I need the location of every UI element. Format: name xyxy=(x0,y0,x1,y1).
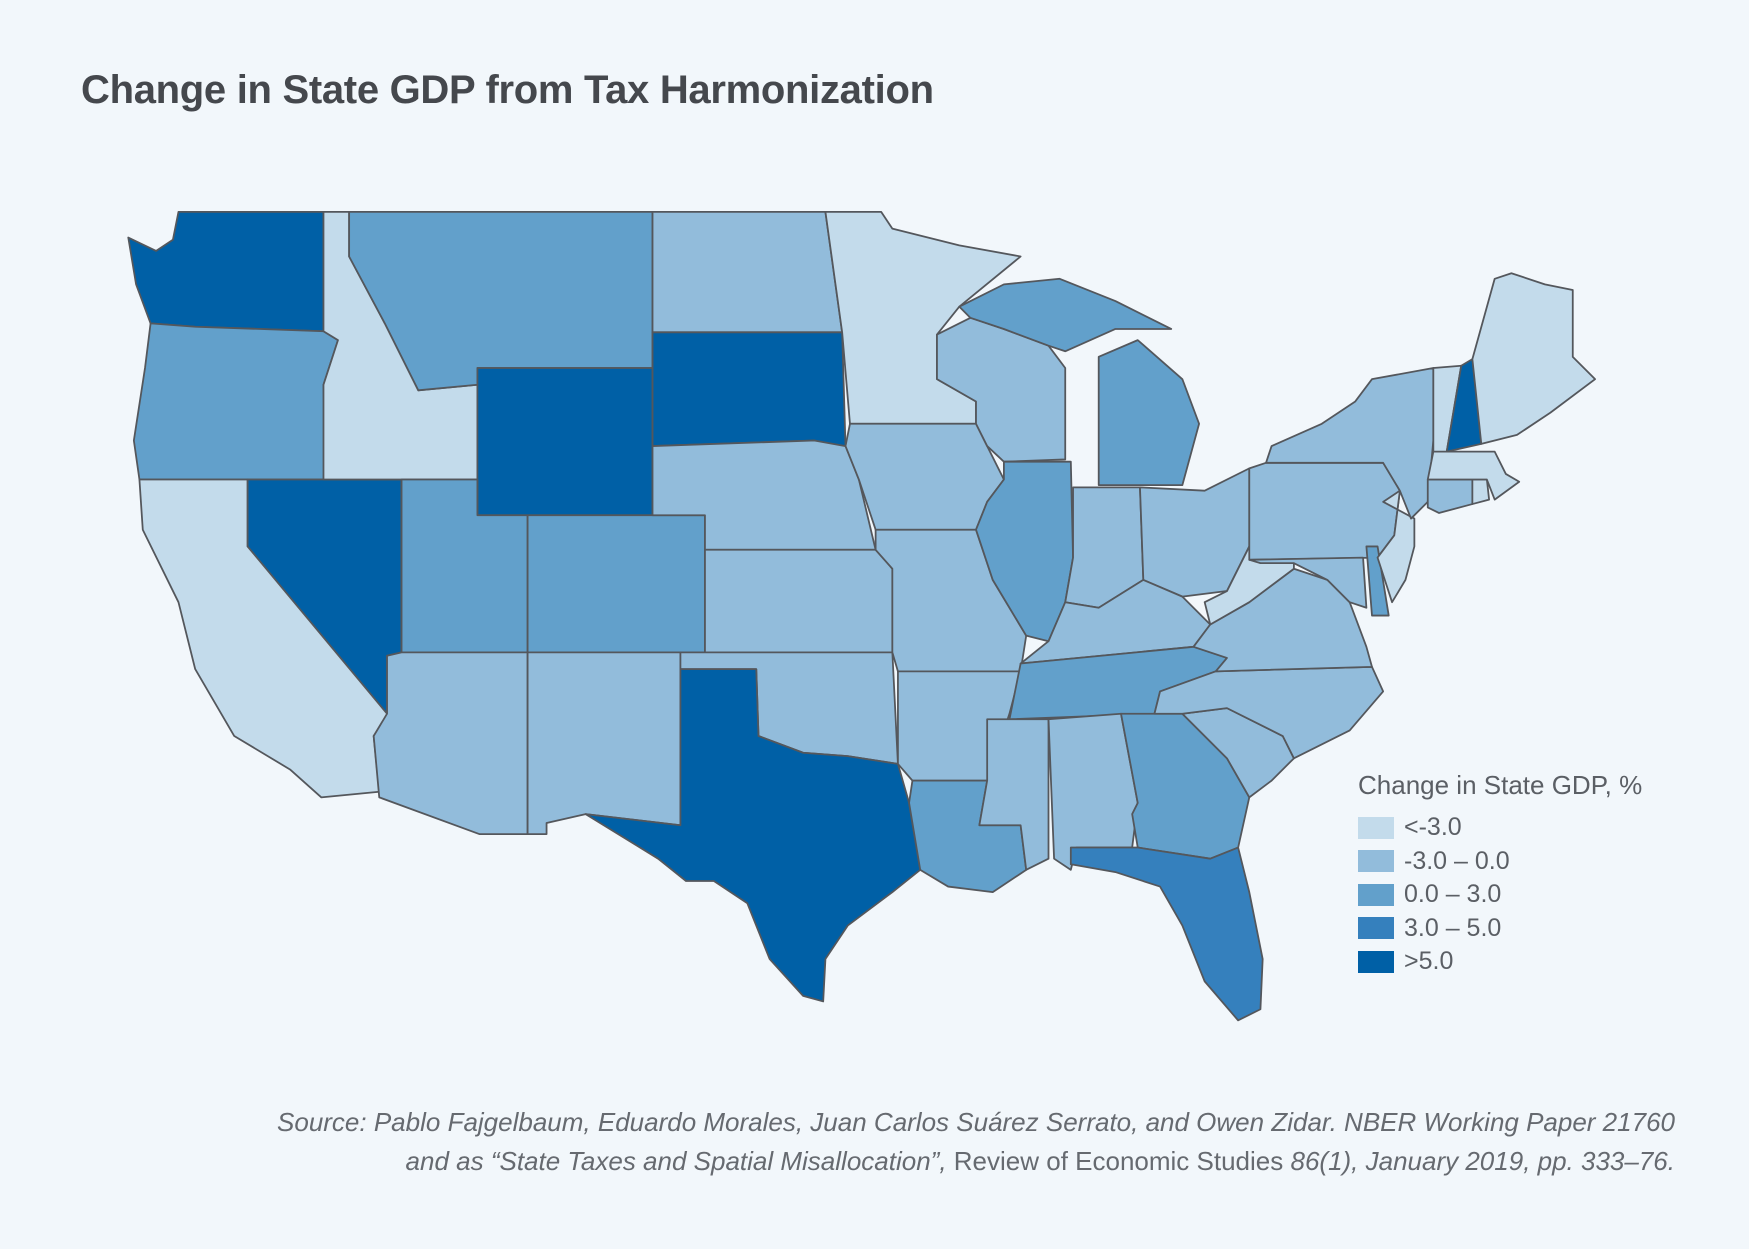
legend-swatch xyxy=(1358,917,1394,940)
source-note: Source: Pablo Fajgelbaum, Eduardo Morale… xyxy=(277,1103,1675,1181)
state-co xyxy=(526,514,706,654)
state-me xyxy=(1471,272,1596,445)
state-nd xyxy=(651,210,844,334)
state-pa xyxy=(1248,461,1401,561)
state-ri xyxy=(1471,478,1490,505)
state-wa xyxy=(127,210,325,333)
state-or xyxy=(132,322,339,481)
state-tx xyxy=(584,668,922,1003)
state-fl xyxy=(1069,846,1264,1022)
state-ks xyxy=(704,548,894,654)
state-ma xyxy=(1426,450,1521,501)
state-de xyxy=(1365,545,1390,617)
legend-swatch xyxy=(1358,816,1394,839)
state-md xyxy=(1248,556,1368,609)
state-mi xyxy=(958,277,1173,353)
state-ia xyxy=(844,422,1005,531)
source-journal: Review of Economic Studies xyxy=(946,1146,1291,1176)
state-al xyxy=(1047,712,1139,871)
legend: Change in State GDP, % <-3.0 -3.0 – 0.0 … xyxy=(1358,770,1642,979)
source-article-title: and as “State Taxes and Spatial Misalloc… xyxy=(405,1146,947,1176)
state-nm xyxy=(526,651,682,836)
legend-swatch xyxy=(1358,850,1394,873)
legend-label: <-3.0 xyxy=(1404,813,1462,842)
state-ms xyxy=(978,718,1050,871)
legend-item: 0.0 – 3.0 xyxy=(1358,878,1642,912)
chart-title: Change in State GDP from Tax Harmonizati… xyxy=(81,68,934,112)
legend-item: 3.0 – 5.0 xyxy=(1358,912,1642,946)
source-citation: 86(1), January 2019, pp. 333–76. xyxy=(1290,1146,1675,1176)
legend-swatch xyxy=(1358,883,1394,906)
legend-label: 0.0 – 3.0 xyxy=(1404,880,1502,909)
legend-item: -3.0 – 0.0 xyxy=(1358,845,1642,879)
source-line-1: Source: Pablo Fajgelbaum, Eduardo Morale… xyxy=(277,1107,1675,1137)
state-wy xyxy=(476,367,654,517)
legend-label: 3.0 – 5.0 xyxy=(1404,913,1502,942)
legend-item: >5.0 xyxy=(1358,945,1642,979)
legend-label: >5.0 xyxy=(1404,947,1454,976)
legend-swatch xyxy=(1358,950,1394,973)
state-sd xyxy=(651,331,847,447)
legend-title: Change in State GDP, % xyxy=(1358,770,1643,800)
state-mi xyxy=(1097,339,1200,486)
state-nj xyxy=(1376,489,1416,604)
legend-item: <-3.0 xyxy=(1358,811,1642,845)
state-ct xyxy=(1426,478,1474,514)
legend-label: -3.0 – 0.0 xyxy=(1404,846,1510,875)
state-az xyxy=(372,651,529,836)
